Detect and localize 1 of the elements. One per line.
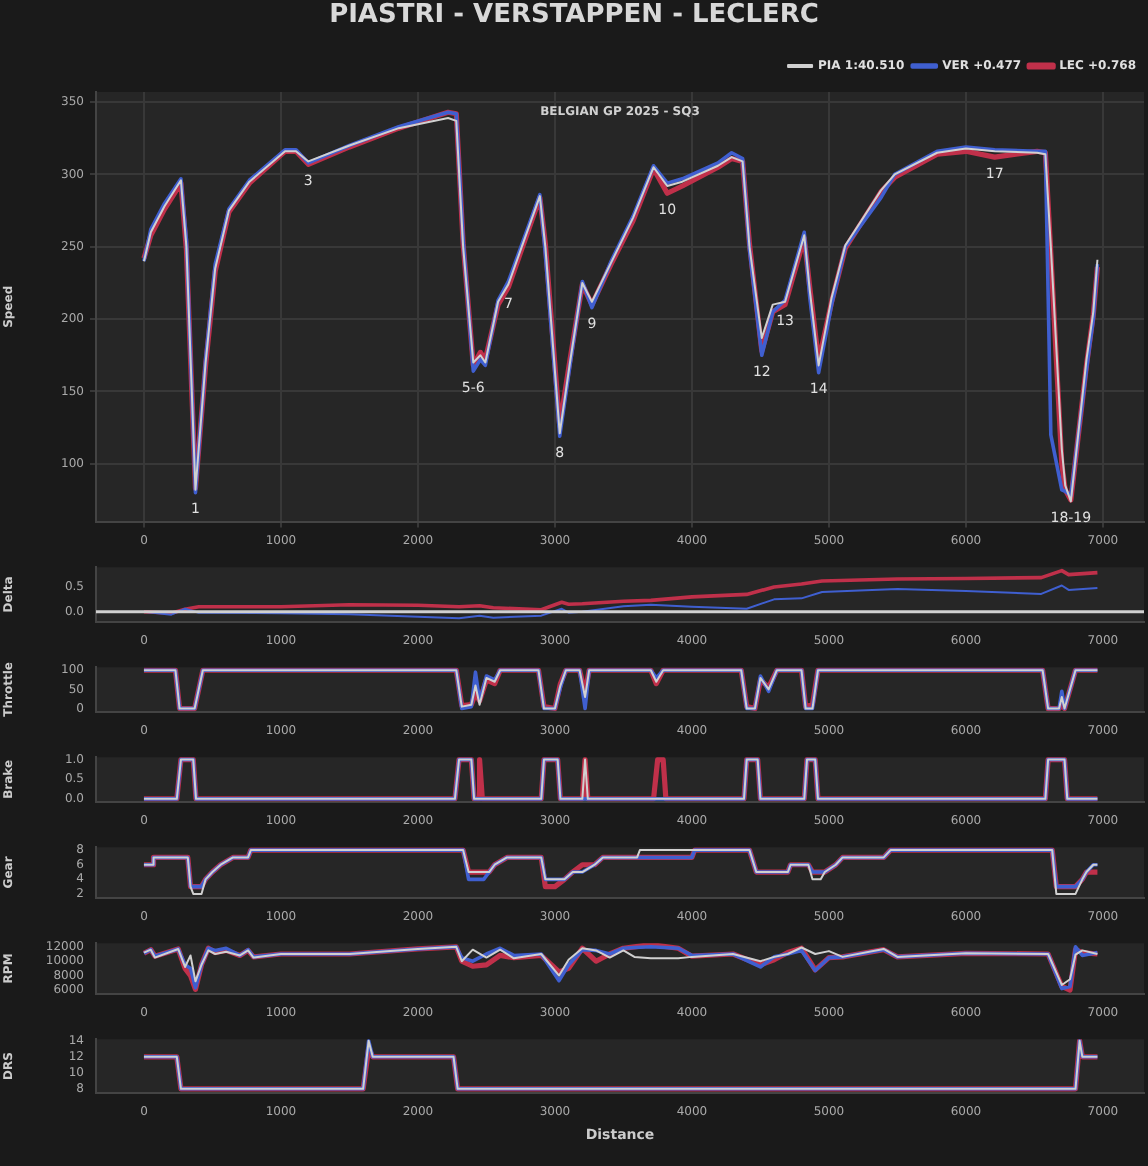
chart-title: PIASTRI - VERSTAPPEN - LECLERC	[327, 0, 821, 34]
